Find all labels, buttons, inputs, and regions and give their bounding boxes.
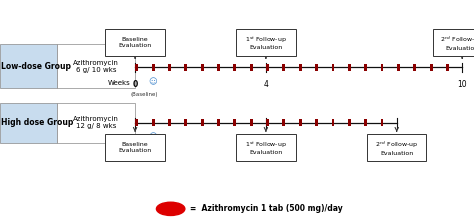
FancyBboxPatch shape: [105, 29, 164, 56]
Bar: [135, 64, 138, 71]
Bar: [168, 64, 171, 71]
Bar: [299, 64, 301, 71]
Bar: [413, 64, 416, 71]
Bar: [283, 119, 285, 126]
Bar: [397, 64, 400, 71]
Text: =  Azithromycin 1 tab (500 mg)/day: = Azithromycin 1 tab (500 mg)/day: [190, 204, 342, 213]
FancyBboxPatch shape: [432, 29, 474, 56]
Bar: [184, 64, 187, 71]
Bar: [57, 103, 135, 143]
Text: High dose Group: High dose Group: [1, 118, 73, 127]
Text: 1$^{st}$ Follow-up
Evaluation: 1$^{st}$ Follow-up Evaluation: [245, 35, 287, 50]
Bar: [201, 119, 203, 126]
Text: Baseline
Evaluation: Baseline Evaluation: [118, 37, 152, 48]
Bar: [233, 119, 236, 126]
Bar: [381, 64, 383, 71]
Bar: [135, 119, 138, 126]
FancyBboxPatch shape: [236, 29, 296, 56]
FancyBboxPatch shape: [367, 134, 427, 161]
Bar: [381, 119, 383, 126]
Bar: [152, 119, 155, 126]
Bar: [331, 119, 334, 126]
Bar: [266, 119, 269, 126]
Text: 2$^{nd}$ Follow-up
Evaluation: 2$^{nd}$ Follow-up Evaluation: [440, 34, 474, 51]
Bar: [429, 64, 432, 71]
Bar: [201, 64, 203, 71]
Text: 8: 8: [394, 135, 399, 144]
Text: ☺: ☺: [149, 77, 157, 86]
Bar: [315, 64, 318, 71]
Text: 1$^{st}$ Follow-up
Evaluation: 1$^{st}$ Follow-up Evaluation: [245, 140, 287, 155]
FancyBboxPatch shape: [105, 134, 164, 161]
Bar: [266, 64, 269, 71]
Text: 10: 10: [457, 80, 467, 89]
Text: 4: 4: [264, 135, 268, 144]
Bar: [152, 64, 155, 71]
Bar: [348, 64, 351, 71]
Bar: [348, 119, 351, 126]
Bar: [184, 119, 187, 126]
Bar: [0, 103, 57, 143]
Bar: [299, 119, 301, 126]
FancyBboxPatch shape: [236, 134, 296, 161]
Bar: [217, 64, 220, 71]
Text: Weeks: Weeks: [108, 135, 130, 141]
Bar: [446, 64, 449, 71]
Bar: [364, 119, 367, 126]
Circle shape: [156, 202, 185, 215]
Text: (Baseline): (Baseline): [131, 92, 158, 97]
Bar: [168, 119, 171, 126]
Bar: [250, 64, 253, 71]
Text: Baseline
Evaluation: Baseline Evaluation: [118, 142, 152, 153]
Text: Azithromycin
6 g/ 10 wks: Azithromycin 6 g/ 10 wks: [73, 60, 119, 73]
Bar: [331, 64, 334, 71]
Text: Low-dose Group: Low-dose Group: [1, 62, 71, 71]
Text: 0: 0: [132, 135, 138, 144]
Text: ☺: ☺: [149, 133, 157, 142]
Text: Azithromycin
12 g/ 8 wks: Azithromycin 12 g/ 8 wks: [73, 116, 119, 129]
Text: 4: 4: [264, 80, 268, 89]
Text: 0: 0: [132, 80, 138, 89]
Bar: [250, 119, 253, 126]
Bar: [315, 119, 318, 126]
Text: (Baseline): (Baseline): [131, 147, 158, 152]
Bar: [217, 119, 220, 126]
Bar: [233, 64, 236, 71]
Text: Weeks: Weeks: [108, 80, 130, 86]
Text: 2$^{nd}$ Follow-up
Evaluation: 2$^{nd}$ Follow-up Evaluation: [375, 139, 419, 156]
Bar: [0, 44, 57, 88]
Bar: [57, 44, 135, 88]
Bar: [283, 64, 285, 71]
Bar: [364, 64, 367, 71]
